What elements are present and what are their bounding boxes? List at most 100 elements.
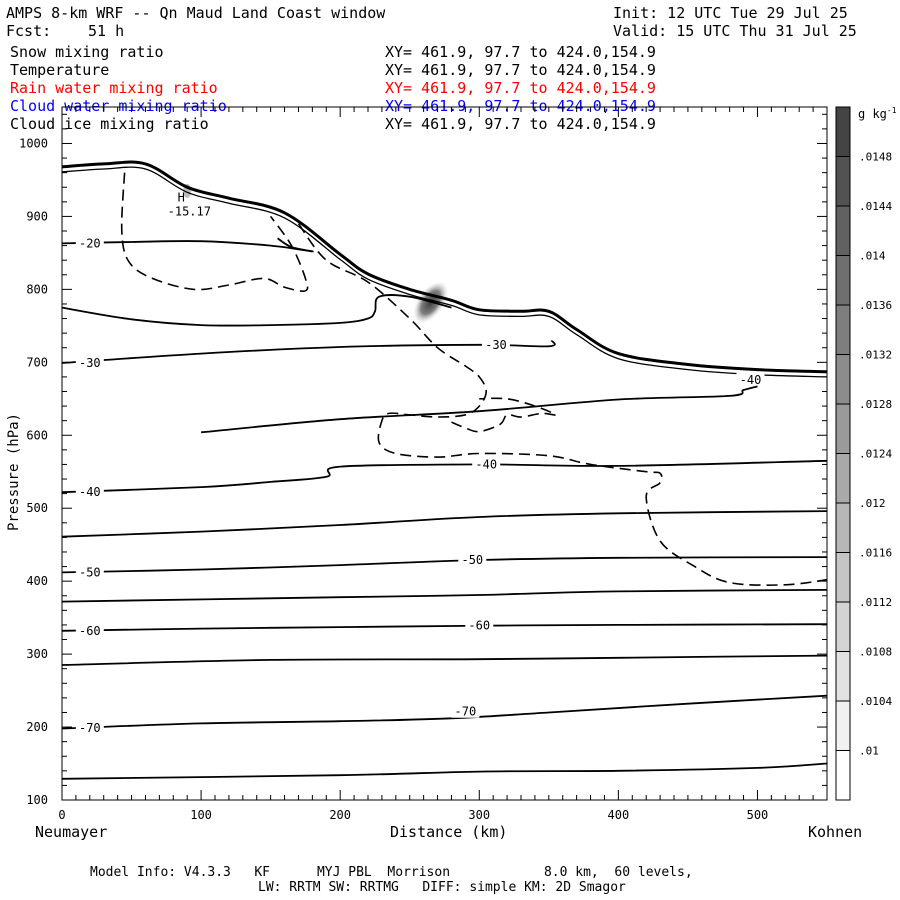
- x-tick-label: 400: [608, 808, 630, 822]
- colorbar-label: .0136: [859, 299, 892, 312]
- x-axis-title: Distance (km): [390, 823, 508, 841]
- model-info-line-1: Model Info: V4.3.3 KF MYJ PBL Morrison 8…: [90, 865, 693, 880]
- colorbar-label: .014: [859, 250, 886, 263]
- colorbar-cell: [835, 700, 851, 751]
- colorbar-cell: [835, 304, 851, 355]
- cloud-ice-contour: [297, 223, 828, 586]
- field-name-cloud-ice: Cloud ice mixing ratio: [10, 115, 209, 133]
- colorbar-cell: [835, 156, 851, 207]
- isotherm: [61, 294, 452, 327]
- x-tick-label: 100: [190, 808, 212, 822]
- isotherm: [201, 385, 758, 434]
- colorbar-cell: [835, 750, 851, 801]
- cloud-ice-contour: [120, 172, 309, 292]
- right-endpoint-label: Kohnen: [808, 823, 863, 841]
- isotherm-label-bg: [75, 485, 104, 499]
- isotherm-label-bg: [75, 236, 104, 250]
- field-xy-rain: XY= 461.9, 97.7 to 424.0,154.9: [385, 79, 656, 97]
- isotherm-label-bg: [75, 623, 104, 637]
- colorbar-label: .0108: [859, 646, 892, 659]
- colorbar-label: .0124: [859, 448, 892, 461]
- field-name-snow: Snow mixing ratio: [10, 43, 164, 61]
- isotherm-label-bg: [75, 356, 104, 370]
- y-tick-label: 1000: [19, 136, 48, 150]
- colorbar-unit: g kg-1: [858, 106, 897, 121]
- colorbar-cell: [835, 205, 851, 256]
- isotherm: [61, 654, 828, 666]
- x-tick-label: 0: [58, 808, 65, 822]
- field-xy-snow: XY= 461.9, 97.7 to 424.0,154.9: [385, 43, 656, 61]
- isotherm-label-bg: [465, 618, 494, 632]
- left-endpoint-label: Neumayer: [35, 823, 108, 841]
- y-tick-label: 400: [26, 574, 48, 588]
- isotherm-label: -40: [740, 373, 762, 387]
- isotherm-label-bg: [75, 720, 104, 734]
- colorbar-cell: [835, 502, 851, 553]
- y-tick-label: 800: [26, 282, 48, 296]
- forecast-hour: 51 h: [88, 22, 125, 40]
- isotherm-label: -60: [79, 624, 101, 638]
- colorbar-cell: [835, 255, 851, 306]
- x-tick-label: 300: [468, 808, 490, 822]
- isotherm-label: -50: [79, 565, 101, 579]
- figure-title: AMPS 8-km WRF -- Qn Maud Land Coast wind…: [6, 4, 386, 22]
- isotherm-label: -30: [485, 338, 507, 352]
- field-xy-cloud-water: XY= 461.9, 97.7 to 424.0,154.9: [385, 97, 656, 115]
- y-tick-label: 100: [26, 793, 48, 807]
- field-name-temperature: Temperature: [10, 61, 110, 79]
- isotherm-label-bg: [481, 337, 510, 351]
- colorbar-label: .0144: [859, 200, 892, 213]
- isotherm-label: -20: [79, 236, 101, 250]
- colorbar-cell: [835, 403, 851, 454]
- y-tick-label: 900: [26, 209, 48, 223]
- isotherm-label: -40: [475, 457, 497, 471]
- isotherm-label-bg: [472, 457, 501, 471]
- high-marker-value: -15.17: [168, 204, 211, 218]
- terrain-line-upper: [61, 166, 828, 378]
- colorbar-label: .0128: [859, 398, 892, 411]
- colorbar-cell: [835, 453, 851, 504]
- y-tick-label: 300: [26, 647, 48, 661]
- cloud-ice-contour: [451, 397, 557, 433]
- forecast-label: Fcst:: [6, 22, 52, 40]
- isotherm: [61, 623, 828, 632]
- field-name-rain: Rain water mixing ratio: [10, 79, 218, 97]
- isotherm-label: -50: [461, 553, 483, 567]
- init-time: Init: 12 UTC Tue 29 Jul 25: [613, 4, 848, 22]
- isotherm: [61, 694, 828, 730]
- isotherm-label: -40: [79, 485, 101, 499]
- colorbar-label: .01: [859, 745, 879, 758]
- isotherm-label-bg: [458, 553, 487, 567]
- high-marker-letter: H: [178, 190, 185, 204]
- isotherm-label: -70: [79, 721, 101, 735]
- y-tick-label: 500: [26, 501, 48, 515]
- isotherm: [61, 459, 828, 494]
- colorbar-label: .012: [859, 497, 886, 510]
- y-tick-label: 200: [26, 720, 48, 734]
- colorbar-cell: [835, 106, 851, 157]
- terrain-line: [61, 160, 828, 374]
- colorbar-label: .0104: [859, 695, 892, 708]
- isotherm-label-bg: [75, 565, 104, 579]
- isotherm: [61, 762, 828, 780]
- colorbar-label: .0116: [859, 547, 892, 560]
- valid-time: Valid: 15 UTC Thu 31 Jul 25: [613, 22, 857, 40]
- isotherm-label: -60: [468, 619, 490, 633]
- colorbar-cell: [835, 552, 851, 603]
- isotherm-label: -30: [79, 356, 101, 370]
- y-tick-label: 600: [26, 428, 48, 442]
- x-tick-label: 200: [329, 808, 351, 822]
- colorbar-cell: [835, 601, 851, 652]
- plot-frame: [61, 106, 828, 801]
- field-xy-cloud-ice: XY= 461.9, 97.7 to 424.0,154.9: [385, 115, 656, 133]
- y-axis-title: Pressure (hPa): [6, 413, 22, 532]
- colorbar-cell: [835, 354, 851, 405]
- field-xy-temperature: XY= 461.9, 97.7 to 424.0,154.9: [385, 61, 656, 79]
- isotherm: [61, 510, 828, 538]
- isotherm-label-bg: [736, 372, 765, 386]
- colorbar-label: .0148: [859, 151, 892, 164]
- isotherm: [61, 556, 828, 574]
- isotherm: [61, 339, 556, 364]
- model-info-line-2: LW: RRTM SW: RRTMG DIFF: simple KM: 2D S…: [258, 880, 626, 895]
